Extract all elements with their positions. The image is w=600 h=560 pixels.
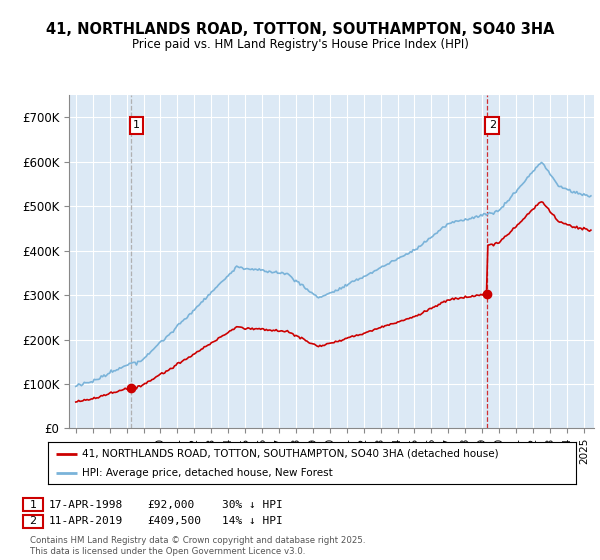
Text: 2: 2 (488, 120, 496, 130)
Text: 11-APR-2019: 11-APR-2019 (49, 516, 124, 526)
Text: £92,000: £92,000 (147, 500, 194, 510)
Text: 41, NORTHLANDS ROAD, TOTTON, SOUTHAMPTON, SO40 3HA: 41, NORTHLANDS ROAD, TOTTON, SOUTHAMPTON… (46, 22, 554, 38)
Text: 14% ↓ HPI: 14% ↓ HPI (222, 516, 283, 526)
Text: 2: 2 (29, 516, 37, 526)
Text: 30% ↓ HPI: 30% ↓ HPI (222, 500, 283, 510)
Text: Contains HM Land Registry data © Crown copyright and database right 2025.
This d: Contains HM Land Registry data © Crown c… (30, 536, 365, 556)
Text: Price paid vs. HM Land Registry's House Price Index (HPI): Price paid vs. HM Land Registry's House … (131, 38, 469, 50)
Text: HPI: Average price, detached house, New Forest: HPI: Average price, detached house, New … (82, 468, 333, 478)
Text: £409,500: £409,500 (147, 516, 201, 526)
Text: 1: 1 (29, 500, 37, 510)
Text: 1: 1 (133, 120, 140, 130)
Text: 17-APR-1998: 17-APR-1998 (49, 500, 124, 510)
Text: 41, NORTHLANDS ROAD, TOTTON, SOUTHAMPTON, SO40 3HA (detached house): 41, NORTHLANDS ROAD, TOTTON, SOUTHAMPTON… (82, 449, 499, 459)
